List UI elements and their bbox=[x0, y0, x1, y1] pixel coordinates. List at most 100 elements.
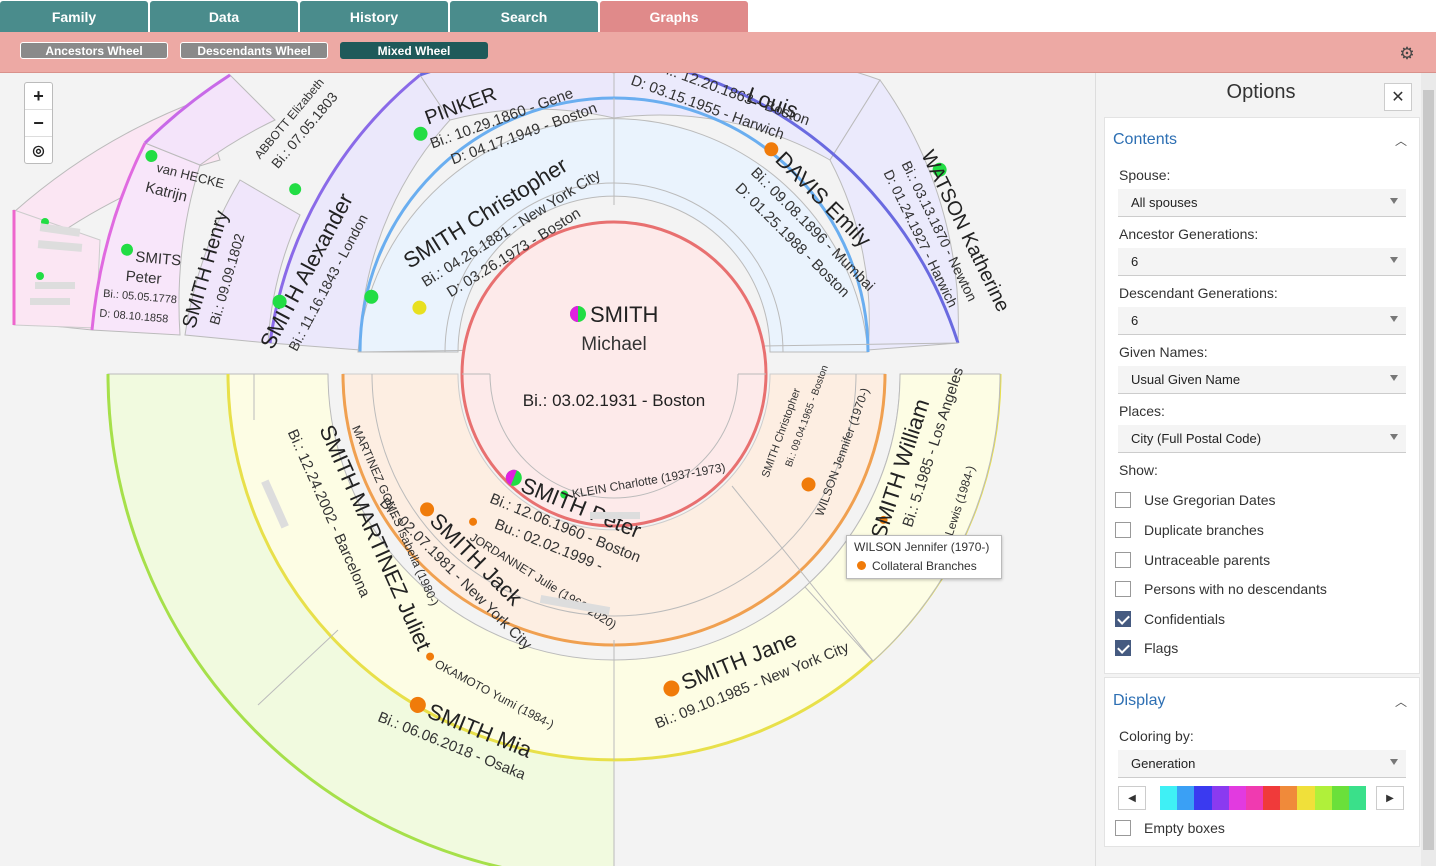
anc-edge2 bbox=[143, 73, 231, 145]
smits-name: SMITS bbox=[135, 249, 182, 270]
palette-swatch[interactable] bbox=[1280, 786, 1298, 810]
empty-boxes-label[interactable]: Empty boxes bbox=[1144, 820, 1225, 836]
anc-ring-henry[interactable] bbox=[184, 179, 301, 344]
locate-icon[interactable]: ◎ bbox=[32, 141, 45, 158]
zoom-in-button[interactable]: + bbox=[25, 83, 52, 110]
tooltip-item: Collateral Branches bbox=[857, 559, 977, 573]
descendants-wheel-button[interactable]: Descendants Wheel bbox=[180, 42, 328, 59]
no-descendants-checkbox[interactable] bbox=[1115, 581, 1131, 597]
display-section: Display ︿ Coloring by: Generation Empty … bbox=[1104, 677, 1420, 847]
chevron-down-icon bbox=[1390, 759, 1398, 765]
ancestor-gen-select[interactable]: 6 bbox=[1118, 248, 1406, 276]
show-label: Show: bbox=[1119, 462, 1158, 478]
duplicate-checkbox[interactable] bbox=[1115, 522, 1131, 538]
untraceable-checkbox[interactable] bbox=[1115, 552, 1131, 568]
palette-swatch[interactable] bbox=[1160, 786, 1178, 810]
palette-swatch[interactable] bbox=[1194, 786, 1212, 810]
descendant-gen-label: Descendant Generations: bbox=[1119, 285, 1278, 301]
spouse-select[interactable]: All spouses bbox=[1118, 189, 1406, 217]
anc-ring-watson[interactable] bbox=[829, 79, 959, 351]
tab-data[interactable]: Data bbox=[150, 1, 298, 32]
flag-icon bbox=[426, 652, 435, 661]
options-panel: Options ✕ Contents ︿ Spouse: All spouses… bbox=[1095, 73, 1436, 866]
display-heading[interactable]: Display bbox=[1113, 692, 1166, 709]
mixed-wheel-button[interactable]: Mixed Wheel bbox=[340, 42, 488, 59]
zoom-out-button[interactable]: − bbox=[25, 110, 52, 137]
flag-icon bbox=[409, 696, 426, 713]
untraceable-label[interactable]: Untraceable parents bbox=[1144, 552, 1271, 568]
flag-icon bbox=[663, 680, 680, 697]
gregorian-label[interactable]: Use Gregorian Dates bbox=[1144, 492, 1276, 508]
spouse-value: All spouses bbox=[1131, 195, 1198, 210]
palette-swatch[interactable] bbox=[1331, 786, 1349, 810]
flag-icon bbox=[145, 149, 158, 162]
wheel-canvas[interactable]: SMITH Michael Bi.: 03.02.1931 - Boston K… bbox=[0, 73, 1094, 866]
color-palette[interactable] bbox=[1160, 786, 1367, 810]
chevron-down-icon bbox=[1390, 434, 1398, 440]
duplicate-label[interactable]: Duplicate branches bbox=[1144, 522, 1264, 538]
palette-swatch[interactable] bbox=[1245, 786, 1264, 810]
person-tooltip: WILSON Jennifer (1970-) Collateral Branc… bbox=[846, 535, 1002, 579]
palette-swatch[interactable] bbox=[1177, 786, 1195, 810]
coloring-value: Generation bbox=[1131, 756, 1196, 771]
close-icon[interactable]: ✕ bbox=[1384, 83, 1412, 111]
inner-ring-line bbox=[444, 182, 784, 353]
anc-ring-parents[interactable] bbox=[357, 118, 869, 353]
confidentials-label[interactable]: Confidentials bbox=[1144, 611, 1225, 627]
palette-swatch[interactable] bbox=[1263, 786, 1281, 810]
flag-icon bbox=[932, 162, 947, 177]
tab-graphs[interactable]: Graphs bbox=[600, 1, 748, 32]
confidential-bar bbox=[261, 479, 289, 529]
center-surname: SMITH bbox=[590, 302, 658, 327]
graph-subbar: Ancestors Wheel Descendants Wheel Mixed … bbox=[0, 32, 1436, 73]
places-select[interactable]: City (Full Postal Code) bbox=[1118, 425, 1406, 453]
tab-history[interactable]: History bbox=[300, 1, 448, 32]
coloring-label: Coloring by: bbox=[1119, 728, 1194, 744]
descendant-gen-value: 6 bbox=[1131, 313, 1139, 328]
chevron-up-icon[interactable]: ︿ bbox=[1394, 134, 1407, 148]
anc-gen4-edge bbox=[90, 142, 147, 331]
palette-swatch[interactable] bbox=[1211, 786, 1229, 810]
smits-given: Peter bbox=[125, 268, 162, 288]
tab-family[interactable]: Family bbox=[0, 1, 148, 32]
palette-swatch[interactable] bbox=[1348, 786, 1367, 810]
gear-icon[interactable]: ⚙ bbox=[1399, 44, 1415, 63]
palette-swatch[interactable] bbox=[1228, 786, 1246, 810]
palette-prev-button[interactable]: ◀ bbox=[1118, 786, 1146, 810]
palette-next-button[interactable]: ▶ bbox=[1376, 786, 1404, 810]
confidentials-checkbox[interactable] bbox=[1115, 611, 1131, 627]
chevron-down-icon bbox=[1390, 198, 1398, 204]
chevron-up-icon[interactable]: ︿ bbox=[1394, 695, 1407, 709]
flag-icon-half bbox=[505, 469, 517, 486]
flag-icon bbox=[857, 561, 866, 570]
center-inner-line bbox=[489, 373, 739, 499]
ancestors-wheel-button[interactable]: Ancestors Wheel bbox=[20, 42, 168, 59]
flag-icon bbox=[879, 515, 888, 524]
coloring-select[interactable]: Generation bbox=[1118, 750, 1406, 778]
gregorian-checkbox[interactable] bbox=[1115, 492, 1131, 508]
ancestor-gen-label: Ancestor Generations: bbox=[1119, 226, 1259, 242]
given-names-select[interactable]: Usual Given Name bbox=[1118, 366, 1406, 394]
no-descendants-label[interactable]: Persons with no descendants bbox=[1144, 581, 1327, 597]
given-names-label: Given Names: bbox=[1119, 344, 1208, 360]
flag-icon bbox=[469, 517, 478, 526]
flags-label[interactable]: Flags bbox=[1144, 640, 1179, 656]
options-scroll-thumb[interactable] bbox=[1423, 90, 1434, 850]
tab-search[interactable]: Search bbox=[450, 1, 598, 32]
contents-heading[interactable]: Contents bbox=[1113, 131, 1178, 148]
palette-swatch[interactable] bbox=[1314, 786, 1332, 810]
empty-boxes-checkbox[interactable] bbox=[1115, 820, 1131, 836]
flag-icon bbox=[420, 502, 435, 517]
confidential-bar bbox=[39, 223, 81, 237]
places-value: City (Full Postal Code) bbox=[1131, 431, 1262, 446]
given-names-value: Usual Given Name bbox=[1131, 372, 1241, 387]
flag-icon bbox=[413, 126, 428, 141]
desc-inner-line bbox=[371, 373, 857, 617]
flag-icon bbox=[764, 142, 779, 157]
chevron-down-icon bbox=[1390, 257, 1398, 263]
palette-swatch[interactable] bbox=[1297, 786, 1315, 810]
flag-icon bbox=[560, 490, 569, 499]
zoom-controls: + − ◎ bbox=[24, 82, 53, 164]
descendant-gen-select[interactable]: 6 bbox=[1118, 307, 1406, 335]
flags-checkbox[interactable] bbox=[1115, 640, 1131, 656]
